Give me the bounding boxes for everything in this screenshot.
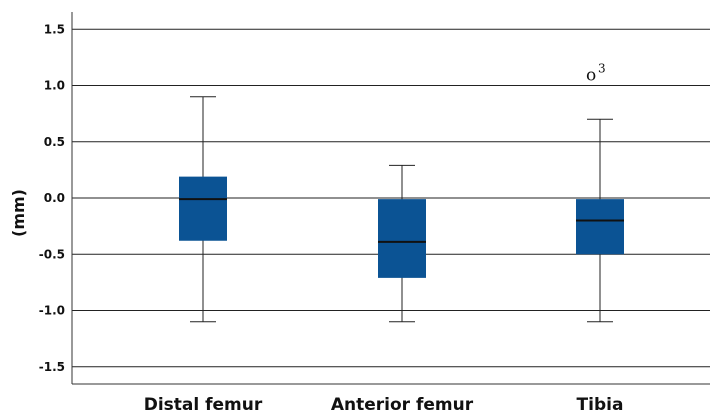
y-tick-label: 1.5	[44, 22, 65, 36]
axes	[71, 12, 710, 385]
box	[576, 199, 624, 255]
x-category-label: Tibia	[577, 395, 624, 415]
gridlines	[72, 28, 710, 368]
y-tick-label: -0.5	[39, 247, 65, 261]
y-tick-label: 1.0	[44, 79, 65, 93]
y-tick-label: -1.0	[39, 304, 65, 318]
y-tick-label: -1.5	[39, 360, 65, 374]
box	[179, 176, 227, 241]
outlier-label: 3	[598, 61, 606, 75]
x-category-labels: Distal femur Anterior femur Tibia	[144, 395, 624, 415]
outlier-marker: o	[586, 65, 596, 85]
y-axis-label: (mm)	[9, 189, 28, 237]
y-tick-labels: 1.5 1.0 0.5 0.0 -0.5 -1.0 -1.5	[39, 22, 65, 374]
x-category-label: Anterior femur	[331, 395, 474, 415]
y-tick-label: 0.5	[44, 135, 65, 149]
x-category-label: Distal femur	[144, 395, 263, 415]
y-tick-label: 0.0	[44, 191, 65, 205]
box	[378, 199, 426, 278]
